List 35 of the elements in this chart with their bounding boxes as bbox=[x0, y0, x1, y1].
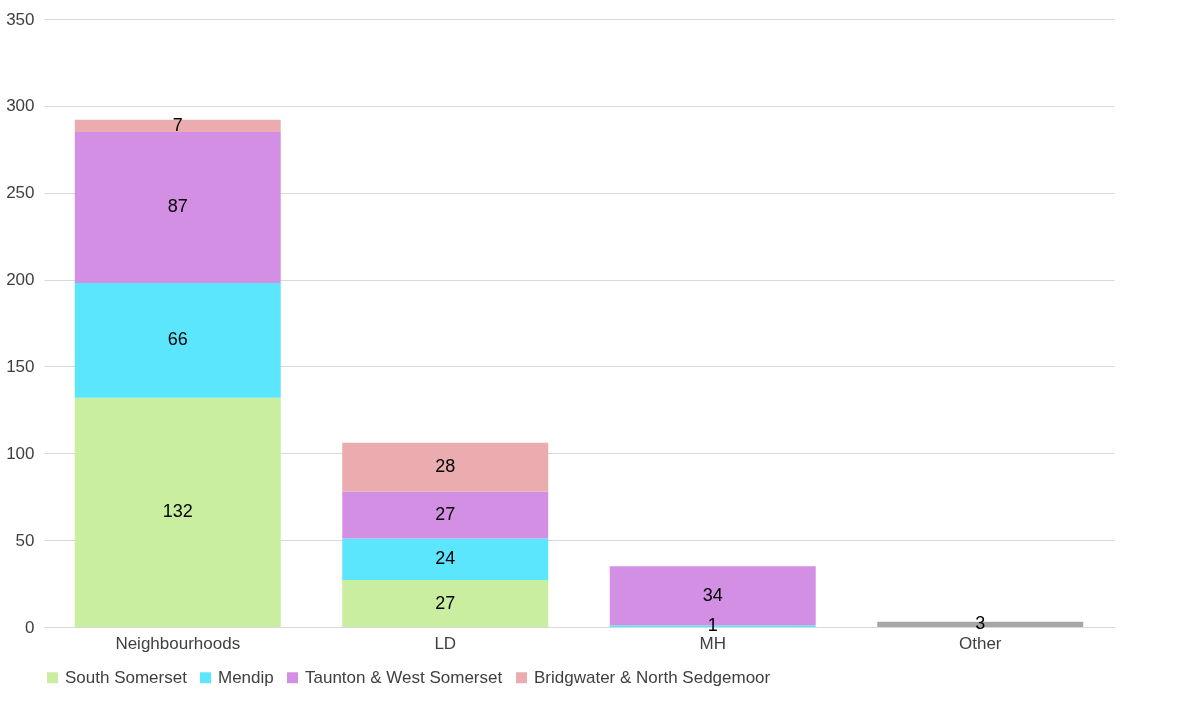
legend-label: Bridgwater & North Sedgemoor bbox=[534, 667, 771, 687]
x-tick-label: Other bbox=[958, 633, 1002, 653]
y-tick-label: 300 bbox=[6, 96, 35, 116]
data-label: 1 bbox=[707, 615, 718, 636]
data-label: 24 bbox=[435, 548, 456, 569]
bar bbox=[342, 491, 549, 539]
legend-label: South Somerset bbox=[65, 667, 188, 687]
legend-label: Taunton & West Somerset bbox=[305, 667, 503, 687]
data-label: 87 bbox=[167, 196, 188, 217]
data-label: 28 bbox=[435, 456, 456, 477]
y-tick-label: 200 bbox=[6, 270, 35, 290]
data-label: 66 bbox=[167, 329, 188, 350]
legend-label: Mendip bbox=[218, 667, 274, 687]
data-label: 7 bbox=[172, 114, 183, 135]
y-tick-label: 150 bbox=[6, 356, 35, 376]
data-label: 3 bbox=[975, 613, 986, 634]
bar bbox=[342, 538, 549, 581]
bar bbox=[74, 131, 281, 284]
bar bbox=[74, 119, 281, 132]
y-tick-label: 0 bbox=[25, 617, 35, 637]
data-label: 34 bbox=[702, 584, 723, 605]
data-label: 132 bbox=[162, 501, 193, 522]
bar bbox=[342, 442, 549, 492]
y-tick-label: 100 bbox=[6, 443, 35, 463]
bar bbox=[74, 397, 281, 627]
data-label: 27 bbox=[435, 503, 456, 524]
x-tick-label: Neighbourhoods bbox=[115, 633, 241, 653]
x-tick-label: MH bbox=[699, 633, 726, 653]
x-tick-label: LD bbox=[434, 633, 457, 653]
bar bbox=[74, 283, 281, 398]
bar bbox=[342, 580, 549, 627]
y-tick-label: 350 bbox=[6, 9, 35, 29]
data-label: 27 bbox=[435, 592, 456, 613]
y-tick-label: 250 bbox=[6, 183, 35, 203]
y-tick-label: 50 bbox=[15, 530, 35, 550]
